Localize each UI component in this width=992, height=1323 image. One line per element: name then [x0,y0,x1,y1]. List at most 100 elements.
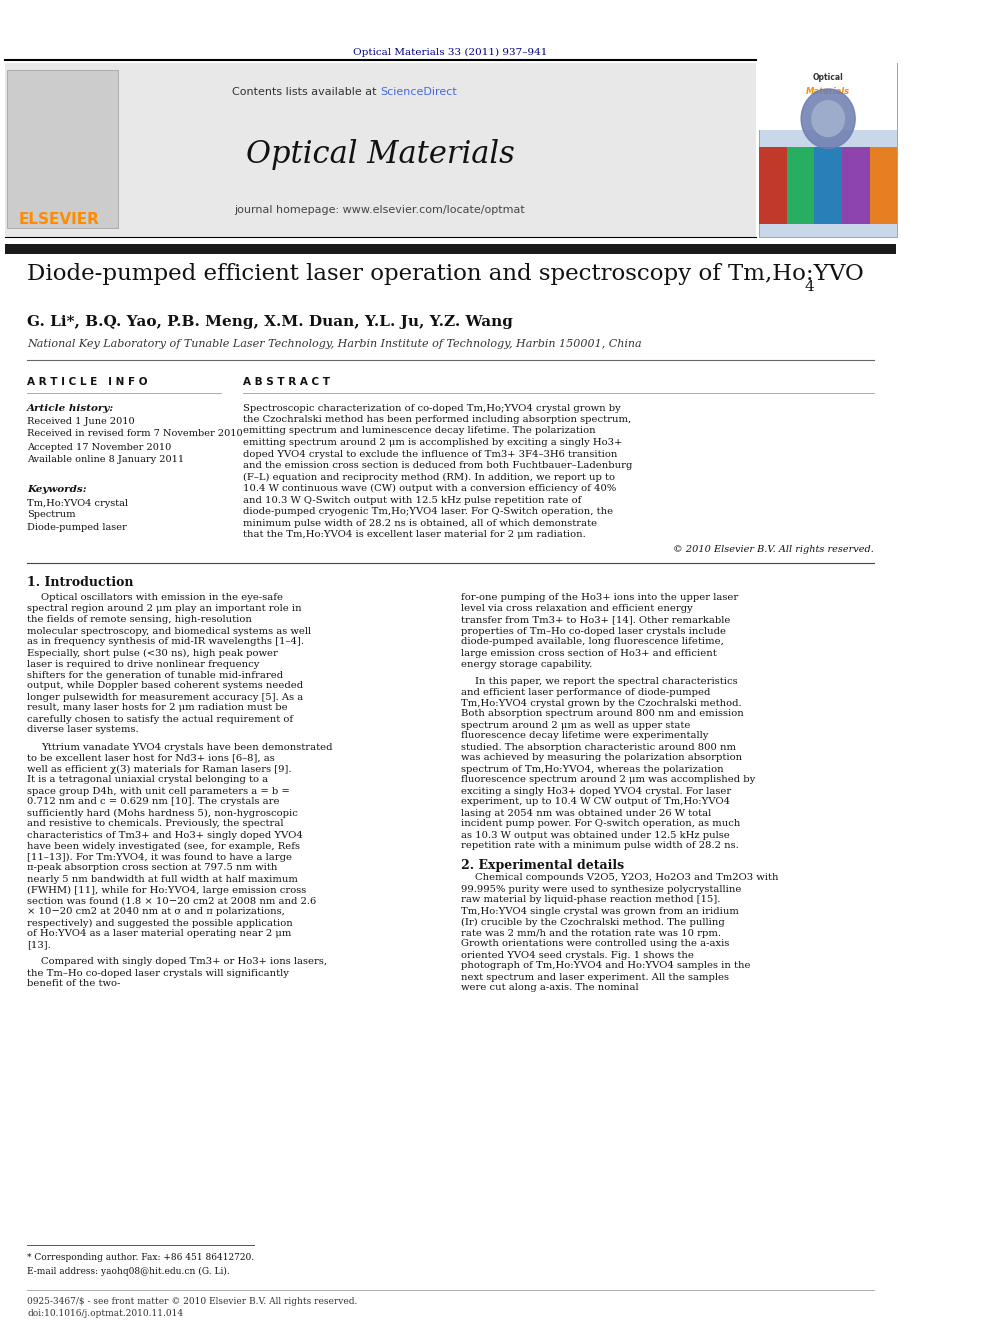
Text: were cut along a-axis. The nominal: were cut along a-axis. The nominal [461,983,639,992]
Text: as in frequency synthesis of mid-IR wavelengths [1–4].: as in frequency synthesis of mid-IR wave… [27,638,305,647]
Text: doi:10.1016/j.optmat.2010.11.014: doi:10.1016/j.optmat.2010.11.014 [27,1310,184,1319]
Text: of Ho:YVO4 as a laser material operating near 2 μm: of Ho:YVO4 as a laser material operating… [27,930,292,938]
Polygon shape [802,89,855,148]
Text: Materials: Materials [806,87,850,97]
Text: the Tm–Ho co-doped laser crystals will significantly: the Tm–Ho co-doped laser crystals will s… [27,968,289,978]
Text: It is a tetragonal uniaxial crystal belonging to a: It is a tetragonal uniaxial crystal belo… [27,775,269,785]
Text: space group D4h, with unit cell parameters a = b =: space group D4h, with unit cell paramete… [27,786,290,795]
Text: oriented YVO4 seed crystals. Fig. 1 shows the: oriented YVO4 seed crystals. Fig. 1 show… [461,950,694,959]
Text: spectral region around 2 μm play an important role in: spectral region around 2 μm play an impo… [27,605,302,614]
Text: for-one pumping of the Ho3+ ions into the upper laser: for-one pumping of the Ho3+ ions into th… [461,594,739,602]
Text: exciting a singly Ho3+ doped YVO4 crystal. For laser: exciting a singly Ho3+ doped YVO4 crysta… [461,786,731,795]
Text: Optical Materials 33 (2011) 937–941: Optical Materials 33 (2011) 937–941 [353,48,548,57]
Text: ELSEVIER: ELSEVIER [18,213,99,228]
Text: ScienceDirect: ScienceDirect [380,87,456,97]
Text: 0925-3467/$ - see front matter © 2010 Elsevier B.V. All rights reserved.: 0925-3467/$ - see front matter © 2010 El… [27,1298,358,1307]
Text: Tm,Ho:YVO4 single crystal was grown from an iridium: Tm,Ho:YVO4 single crystal was grown from… [461,906,739,916]
Text: π-peak absorption cross section at 797.5 nm with: π-peak absorption cross section at 797.5… [27,864,278,872]
Text: Tm,Ho:YVO4 crystal grown by the Czochralski method.: Tm,Ho:YVO4 crystal grown by the Czochral… [461,699,742,708]
Text: photograph of Tm,Ho:YVO4 and Ho:YVO4 samples in the: photograph of Tm,Ho:YVO4 and Ho:YVO4 sam… [461,962,751,971]
Text: (F–L) equation and reciprocity method (RM). In addition, we report up to: (F–L) equation and reciprocity method (R… [243,472,615,482]
Text: nearly 5 nm bandwidth at full width at half maximum: nearly 5 nm bandwidth at full width at h… [27,875,299,884]
Text: emitting spectrum and luminescence decay lifetime. The polarization: emitting spectrum and luminescence decay… [243,426,596,435]
Text: fluorescence decay lifetime were experimentally: fluorescence decay lifetime were experim… [461,732,708,741]
Text: output, while Doppler based coherent systems needed: output, while Doppler based coherent sys… [27,681,304,691]
Text: incident pump power. For Q-switch operation, as much: incident pump power. For Q-switch operat… [461,819,741,828]
Text: [11–13]). For Tm:YVO4, it was found to have a large: [11–13]). For Tm:YVO4, it was found to h… [27,852,293,861]
Text: as 10.3 W output was obtained under 12.5 kHz pulse: as 10.3 W output was obtained under 12.5… [461,831,730,840]
Text: benefit of the two-: benefit of the two- [27,979,121,988]
Polygon shape [811,101,844,136]
FancyBboxPatch shape [5,243,896,254]
Text: G. Li*, B.Q. Yao, P.B. Meng, X.M. Duan, Y.L. Ju, Y.Z. Wang: G. Li*, B.Q. Yao, P.B. Meng, X.M. Duan, … [27,315,513,329]
FancyBboxPatch shape [842,147,870,224]
Text: Compared with singly doped Tm3+ or Ho3+ ions lasers,: Compared with singly doped Tm3+ or Ho3+ … [41,958,327,967]
Text: Contents lists available at: Contents lists available at [232,87,380,97]
Text: and the emission cross section is deduced from both Fuchtbauer–Ladenburg: and the emission cross section is deduce… [243,460,633,470]
Text: journal homepage: www.elsevier.com/locate/optmat: journal homepage: www.elsevier.com/locat… [235,205,526,216]
FancyBboxPatch shape [5,64,756,237]
Text: × 10−20 cm2 at 2040 nm at σ and π polarizations,: × 10−20 cm2 at 2040 nm at σ and π polari… [27,908,285,917]
Text: well as efficient χ(3) materials for Raman lasers [9].: well as efficient χ(3) materials for Ram… [27,765,292,774]
Text: and resistive to chemicals. Previously, the spectral: and resistive to chemicals. Previously, … [27,819,284,828]
Text: experiment, up to 10.4 W CW output of Tm,Ho:YVO4: experiment, up to 10.4 W CW output of Tm… [461,798,730,807]
Text: Received 1 June 2010: Received 1 June 2010 [27,417,135,426]
Text: diode-pumped available, long fluorescence lifetime,: diode-pumped available, long fluorescenc… [461,638,724,647]
Text: Especially, short pulse (<30 ns), high peak power: Especially, short pulse (<30 ns), high p… [27,648,278,658]
Text: (FWHM) [11], while for Ho:YVO4, large emission cross: (FWHM) [11], while for Ho:YVO4, large em… [27,885,307,894]
Text: Received in revised form 7 November 2010: Received in revised form 7 November 2010 [27,430,243,438]
Text: lasing at 2054 nm was obtained under 26 W total: lasing at 2054 nm was obtained under 26 … [461,808,711,818]
Text: rate was 2 mm/h and the rotation rate was 10 rpm.: rate was 2 mm/h and the rotation rate wa… [461,929,721,938]
Text: In this paper, we report the spectral characteristics: In this paper, we report the spectral ch… [475,676,737,685]
FancyBboxPatch shape [759,64,897,130]
Text: emitting spectrum around 2 μm is accomplished by exciting a singly Ho3+: emitting spectrum around 2 μm is accompl… [243,438,623,447]
Text: 4: 4 [805,280,814,294]
Text: 99.995% purity were used to synthesize polycrystalline: 99.995% purity were used to synthesize p… [461,885,742,893]
Text: Spectroscopic characterization of co-doped Tm,Ho;YVO4 crystal grown by: Spectroscopic characterization of co-dop… [243,404,621,413]
Text: section was found (1.8 × 10−20 cm2 at 2008 nm and 2.6: section was found (1.8 × 10−20 cm2 at 20… [27,897,316,905]
Text: Diode-pumped efficient laser operation and spectroscopy of Tm,Ho:YVO: Diode-pumped efficient laser operation a… [27,263,864,284]
Text: E-mail address: yaohq08@hit.edu.cn (G. Li).: E-mail address: yaohq08@hit.edu.cn (G. L… [27,1266,230,1275]
Text: 0.712 nm and c = 0.629 nm [10]. The crystals are: 0.712 nm and c = 0.629 nm [10]. The crys… [27,798,280,807]
Text: Yttrium vanadate YVO4 crystals have been demonstrated: Yttrium vanadate YVO4 crystals have been… [41,742,332,751]
Text: level via cross relaxation and efficient energy: level via cross relaxation and efficient… [461,605,693,614]
Text: Chemical compounds V2O5, Y2O3, Ho2O3 and Tm2O3 with: Chemical compounds V2O5, Y2O3, Ho2O3 and… [475,873,779,882]
Text: was achieved by measuring the polarization absorption: was achieved by measuring the polarizati… [461,754,742,762]
Text: Keywords:: Keywords: [27,486,87,495]
Text: * Corresponding author. Fax: +86 451 86412720.: * Corresponding author. Fax: +86 451 864… [27,1253,254,1262]
Text: longer pulsewidth for measurement accuracy [5]. As a: longer pulsewidth for measurement accura… [27,692,304,701]
Text: molecular spectroscopy, and biomedical systems as well: molecular spectroscopy, and biomedical s… [27,627,311,635]
Text: Spectrum: Spectrum [27,511,75,520]
Text: the Czochralski method has been performed including absorption spectrum,: the Czochralski method has been performe… [243,415,632,423]
Text: to be excellent laser host for Nd3+ ions [6–8], as: to be excellent laser host for Nd3+ ions… [27,754,275,762]
Text: transfer from Tm3+ to Ho3+ [14]. Other remarkable: transfer from Tm3+ to Ho3+ [14]. Other r… [461,615,731,624]
Text: minimum pulse width of 28.2 ns is obtained, all of which demonstrate: minimum pulse width of 28.2 ns is obtain… [243,519,597,528]
Text: respectively) and suggested the possible application: respectively) and suggested the possible… [27,918,293,927]
Text: 1. Introduction: 1. Introduction [27,577,134,590]
Text: repetition rate with a minimum pulse width of 28.2 ns.: repetition rate with a minimum pulse wid… [461,841,739,851]
Text: sufficiently hard (Mohs hardness 5), non-hygroscopic: sufficiently hard (Mohs hardness 5), non… [27,808,299,818]
Text: 10.4 W continuous wave (CW) output with a conversion efficiency of 40%: 10.4 W continuous wave (CW) output with … [243,484,617,493]
Text: and efficient laser performance of diode-pumped: and efficient laser performance of diode… [461,688,710,696]
Text: Optical: Optical [812,74,843,82]
Text: Growth orientations were controlled using the a-axis: Growth orientations were controlled usin… [461,939,730,949]
FancyBboxPatch shape [759,147,787,224]
Text: Optical oscillators with emission in the eye-safe: Optical oscillators with emission in the… [41,594,283,602]
Text: 2. Experimental details: 2. Experimental details [461,859,624,872]
Text: result, many laser hosts for 2 μm radiation must be: result, many laser hosts for 2 μm radiat… [27,704,288,713]
Text: next spectrum and laser experiment. All the samples: next spectrum and laser experiment. All … [461,972,729,982]
Text: fluorescence spectrum around 2 μm was accomplished by: fluorescence spectrum around 2 μm was ac… [461,775,756,785]
Text: raw material by liquid-phase reaction method [15].: raw material by liquid-phase reaction me… [461,896,720,905]
Text: A R T I C L E   I N F O: A R T I C L E I N F O [27,377,148,388]
Text: Optical Materials: Optical Materials [246,139,515,171]
Text: [13].: [13]. [27,941,51,950]
Text: have been widely investigated (see, for example, Refs: have been widely investigated (see, for … [27,841,301,851]
Text: carefully chosen to satisfy the actual requirement of: carefully chosen to satisfy the actual r… [27,714,294,724]
Text: studied. The absorption characteristic around 800 nm: studied. The absorption characteristic a… [461,742,736,751]
Text: (Ir) crucible by the Czochralski method. The pulling: (Ir) crucible by the Czochralski method.… [461,917,725,926]
Text: Available online 8 January 2011: Available online 8 January 2011 [27,455,185,464]
Text: large emission cross section of Ho3+ and efficient: large emission cross section of Ho3+ and… [461,648,717,658]
Text: Tm,Ho:YVO4 crystal: Tm,Ho:YVO4 crystal [27,499,128,508]
Text: Accepted 17 November 2010: Accepted 17 November 2010 [27,442,172,451]
Text: National Key Laboratory of Tunable Laser Technology, Harbin Institute of Technol: National Key Laboratory of Tunable Laser… [27,339,642,349]
